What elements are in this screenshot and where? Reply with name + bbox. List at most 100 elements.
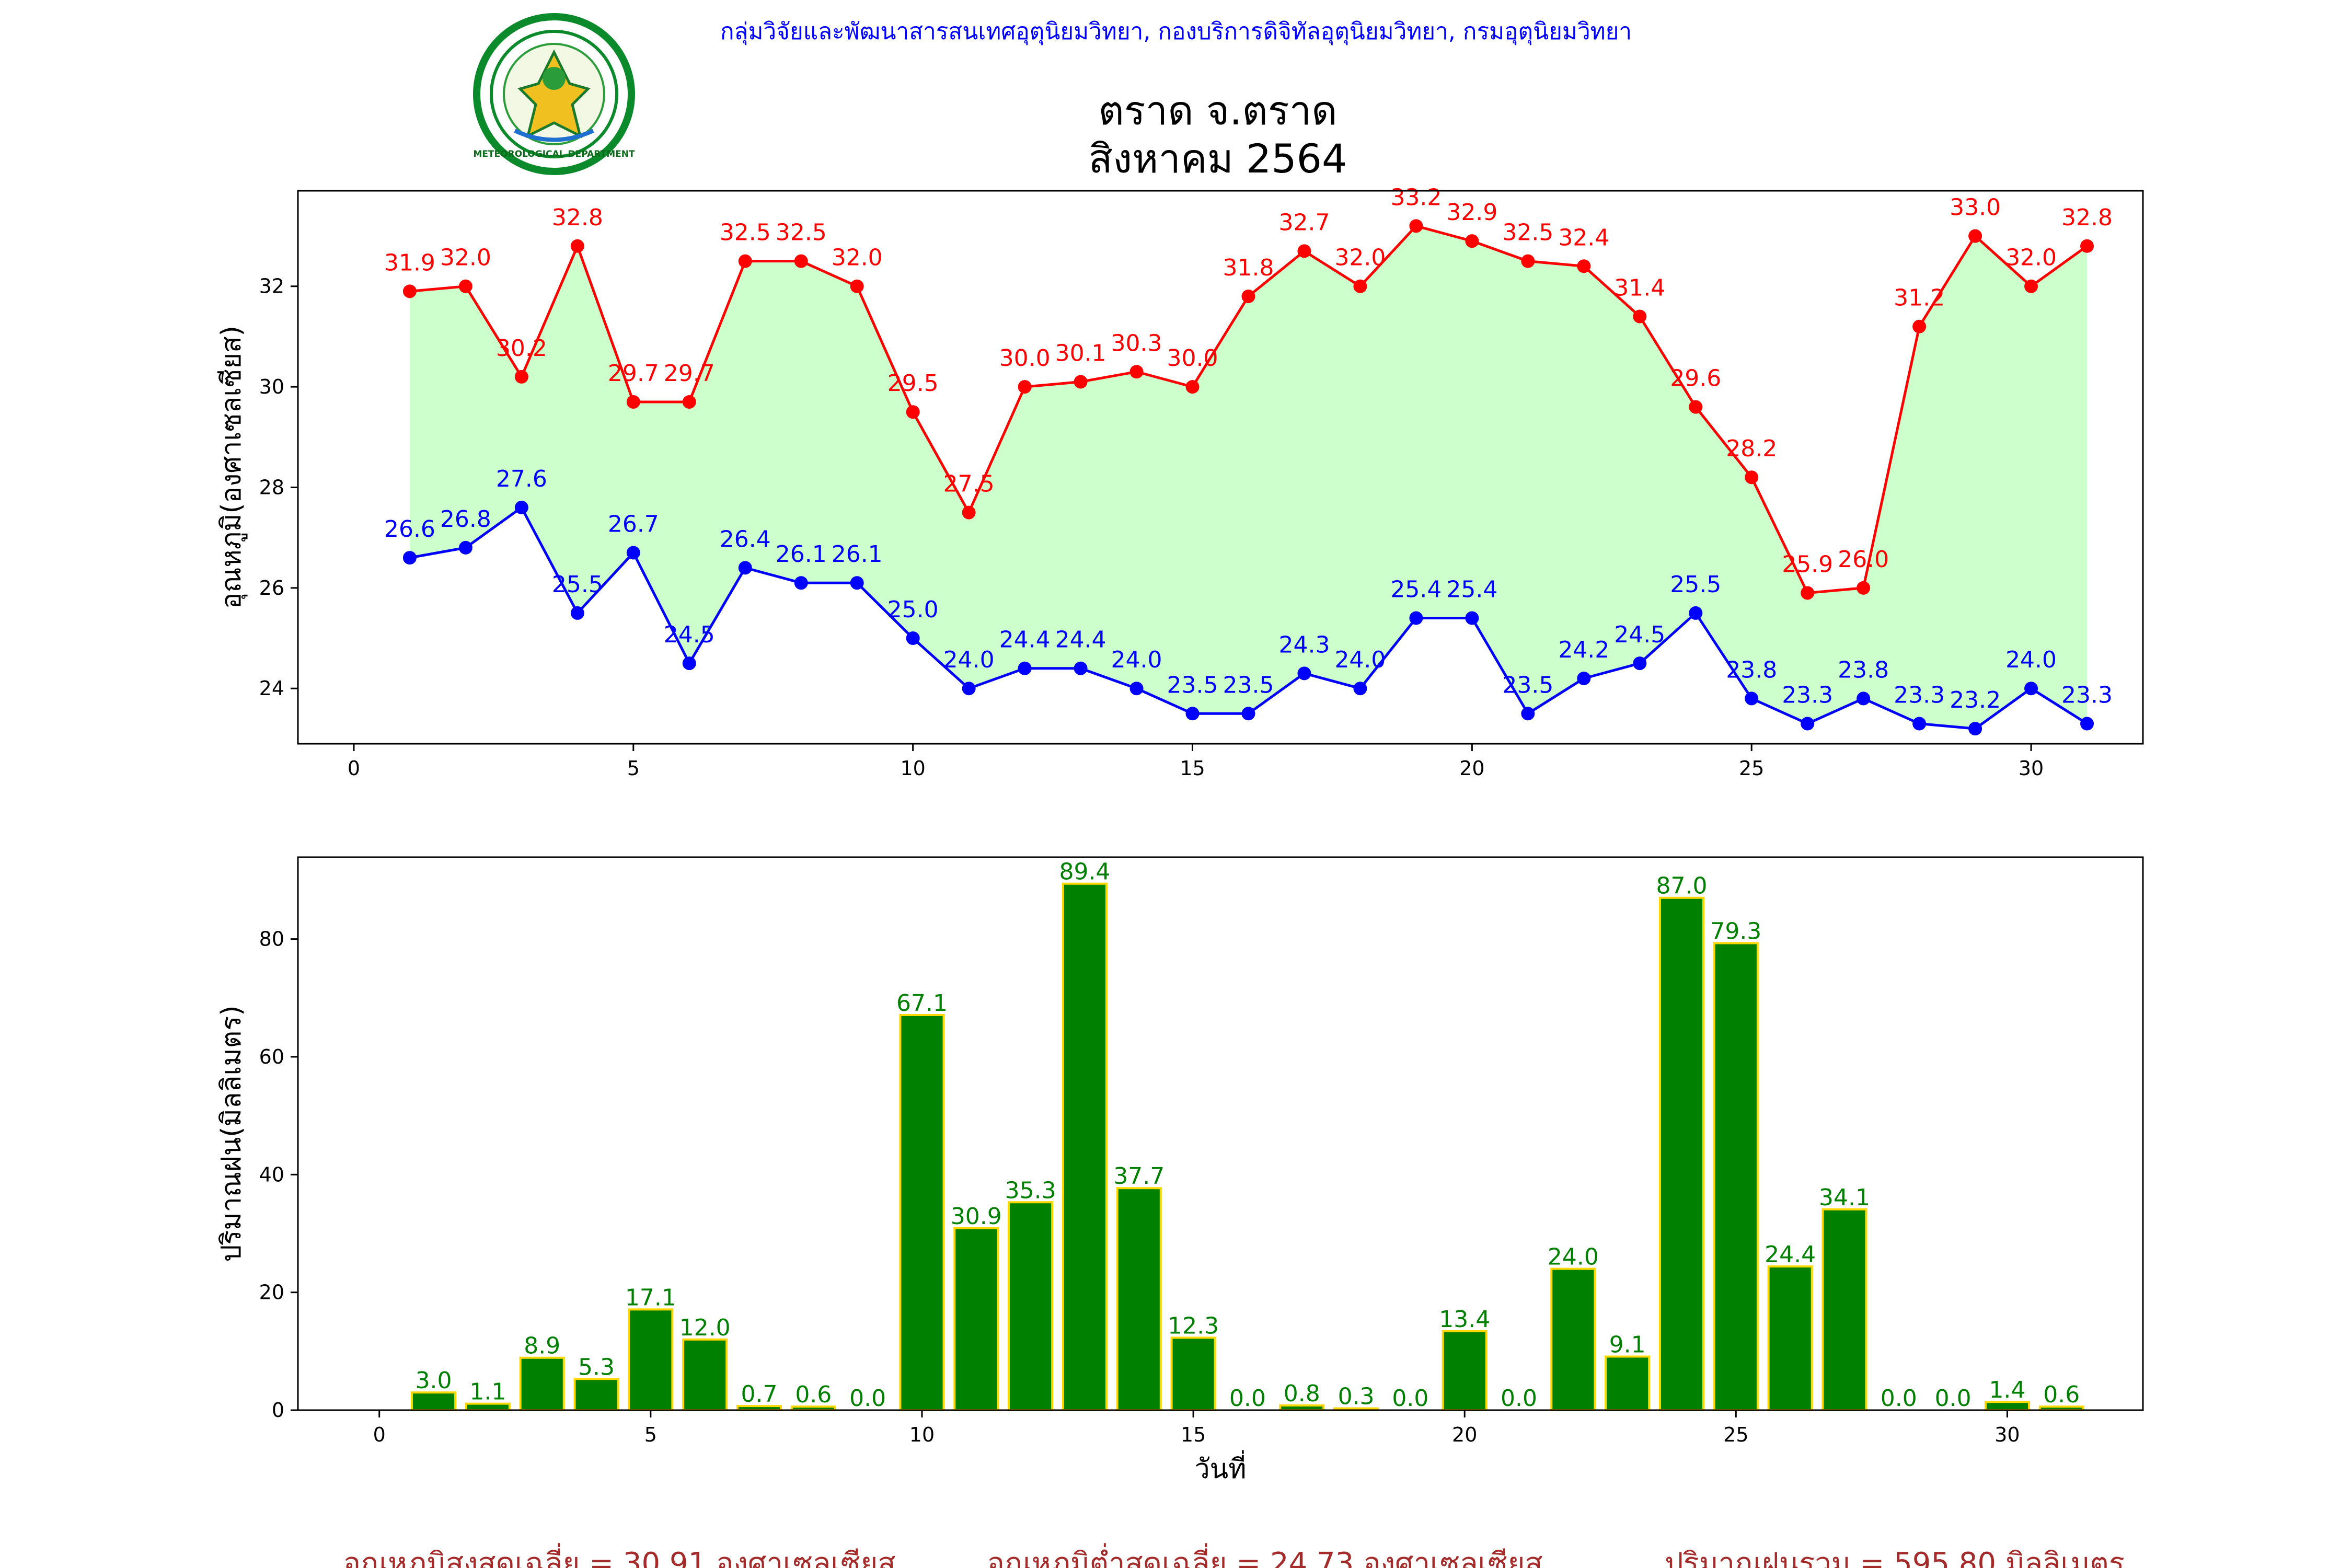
max-temperature-label: 30.0 [999,345,1051,372]
rainfall-bar-label: 5.3 [578,1354,615,1380]
max-temperature-point [1745,470,1759,485]
rainfall-bar-label: 24.0 [1548,1244,1599,1271]
min-temperature-point [1185,707,1200,721]
max-temperature-point [850,279,864,293]
max-temperature-point [1968,229,1982,243]
temperature-x-tick-label: 10 [900,757,925,780]
max-temperature-label: 32.5 [776,220,827,246]
rainfall-bar [1605,1355,1651,1412]
max-temperature-point [1185,380,1200,394]
min-temperature-label: 25.0 [887,596,939,623]
rainfall-bar [1550,1267,1596,1412]
temperature-y-tick-label: 26 [259,577,284,599]
min-temperature-point [682,656,696,671]
min-temperature-label: 23.5 [1223,672,1274,698]
max-temperature-point [738,254,752,268]
rainfall-bar-label: 0.0 [1392,1385,1428,1412]
max-temperature-point [1241,289,1255,303]
min-temperature-point [1745,691,1759,706]
max-temperature-label: 32.8 [552,204,603,231]
max-temperature-point [458,279,472,293]
max-temperature-point [1074,375,1088,389]
max-temperature-label: 31.2 [1894,285,1945,312]
min-temperature-point [1018,661,1032,675]
min-temperature-point [1968,722,1982,736]
max-temperature-point [794,254,808,268]
rainfall-y-tick-label: 40 [259,1163,284,1186]
min-temperature-point [1353,682,1367,696]
min-temperature-point [850,576,864,590]
temperature-x-tick-label: 20 [1459,757,1484,780]
max-temperature-point [1465,234,1479,248]
rainfall-bar-label: 0.0 [1229,1385,1266,1412]
rainfall-bar-label: 13.4 [1439,1306,1490,1333]
max-temperature-point [1689,400,1703,414]
rainfall-bar-label: 0.0 [1935,1385,1971,1412]
rainfall-bar-label: 30.9 [951,1203,1002,1230]
max-temperature-point [962,505,976,520]
max-temperature-label: 32.5 [720,220,771,246]
max-temperature-label: 32.7 [1278,209,1330,236]
max-temperature-point [570,239,584,253]
max-temperature-point [1577,259,1591,273]
max-temperature-point [1633,309,1647,324]
max-temperature-label: 29.6 [1670,365,1721,392]
max-temperature-label: 32.4 [1558,224,1609,251]
total-rainfall-text: ปริมาณฝนรวม = 595.80 มิลลิเมตร [1665,1547,2125,1568]
min-temperature-point [402,551,417,565]
min-temperature-label: 24.2 [1558,637,1609,663]
rainfall-bar-label: 17.1 [625,1284,676,1311]
min-temperature-point [626,546,640,560]
max-temperature-label: 29.7 [664,360,715,387]
max-temperature-point [1409,219,1423,233]
min-temperature-label: 23.2 [1950,687,2001,713]
min-temperature-label: 26.6 [384,516,435,543]
max-temperature-label: 32.0 [2005,245,2057,271]
min-temperature-point [906,631,920,645]
rainfall-bar-label: 34.1 [1819,1184,1870,1211]
min-temperature-label: 25.5 [552,571,603,598]
min-temperature-point [1801,717,1815,731]
rainfall-bar-label: 24.4 [1765,1241,1816,1268]
max-temperature-point [1857,581,1871,595]
rainfall-x-tick-label: 25 [1723,1423,1748,1446]
rainfall-bar-label: 37.7 [1113,1163,1165,1190]
min-temperature-label: 23.5 [1502,672,1553,698]
rainfall-bar [682,1338,728,1411]
rainfall-x-tick-label: 5 [644,1423,657,1446]
max-temperature-label: 32.5 [1502,220,1553,246]
logo-text: METEOROLOGICAL DEPARTMENT [473,149,635,159]
rainfall-bar-label: 1.1 [469,1379,506,1405]
max-temperature-label: 32.0 [440,245,491,271]
rainfall-bar [411,1391,457,1411]
min-temperature-label: 23.5 [1167,672,1218,698]
max-temperature-label: 29.5 [887,370,939,397]
rainfall-bar-label: 0.6 [2043,1381,2080,1408]
rainfall-plot-frame [297,856,2144,1411]
rainfall-bar-label: 12.0 [679,1315,731,1341]
rainfall-x-tick-label: 10 [909,1423,935,1446]
max-temperature-point [402,284,417,298]
max-temperature-label: 28.2 [1726,435,1777,462]
temperature-chart: 31.9 32.030.232.829.7 29.732.5 32.532.029.5… [216,184,2144,780]
min-temperature-label: 24.3 [1278,631,1330,658]
max-temperature-point [2024,279,2038,293]
max-temperature-point [682,395,696,409]
temperature-x-tick-label: 25 [1739,757,1764,780]
max-temperature-label: 30.1 [1055,340,1106,366]
min-temperature-point [1129,682,1144,696]
chart-title-line1: ตราด จ.ตราด [1098,87,1337,134]
rainfall-bar [1767,1265,1813,1411]
rainfall-bar-label: 8.9 [524,1333,560,1359]
rainfall-bar-label: 35.3 [1005,1177,1056,1204]
max-temperature-label: 25.9 [1782,551,1833,578]
min-temperature-label: 24.0 [943,647,995,673]
max-temperature-label: 32.8 [2061,204,2113,231]
min-temperature-label: 25.4 [1446,577,1497,603]
rainfall-bar [628,1308,674,1412]
max-temperature-point [1353,279,1367,293]
temperature-x-tick-label: 5 [627,757,640,780]
min-temperature-point [1689,606,1703,620]
min-temperature-label: 23.8 [1838,656,1889,683]
max-temperature-label: 32.9 [1446,199,1497,226]
